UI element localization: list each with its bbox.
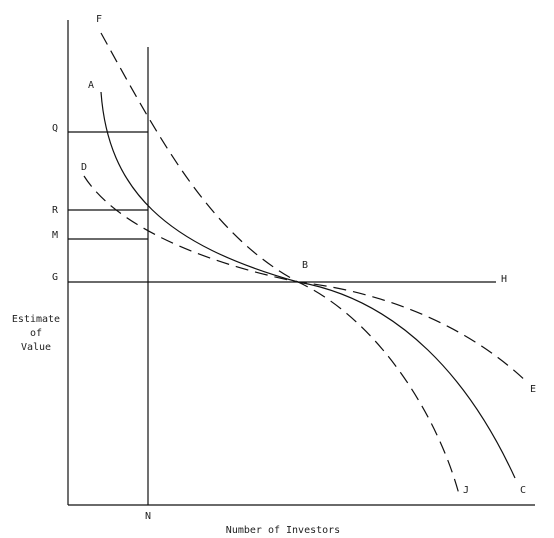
label-r: R bbox=[52, 205, 59, 216]
label-j: J bbox=[463, 485, 469, 496]
label-q: Q bbox=[52, 123, 58, 134]
label-h: H bbox=[501, 274, 507, 285]
label-b: B bbox=[302, 260, 308, 271]
y-axis-title-line-2: of bbox=[30, 328, 42, 339]
label-m: M bbox=[52, 230, 58, 241]
curve-dbe bbox=[83, 175, 529, 384]
x-axis-title: Number of Investors bbox=[226, 525, 340, 536]
y-axis-title-line-1: Estimate bbox=[12, 314, 60, 325]
label-g: G bbox=[52, 272, 58, 283]
label-d: D bbox=[81, 162, 87, 173]
y-axis-title-line-3: Value bbox=[21, 342, 51, 353]
label-e: E bbox=[530, 384, 536, 395]
label-c: C bbox=[520, 485, 526, 496]
curve-fbj bbox=[100, 32, 461, 499]
label-a: A bbox=[88, 80, 94, 91]
label-n: N bbox=[145, 511, 151, 522]
label-f: F bbox=[96, 14, 102, 25]
curve-abc bbox=[100, 91, 516, 479]
